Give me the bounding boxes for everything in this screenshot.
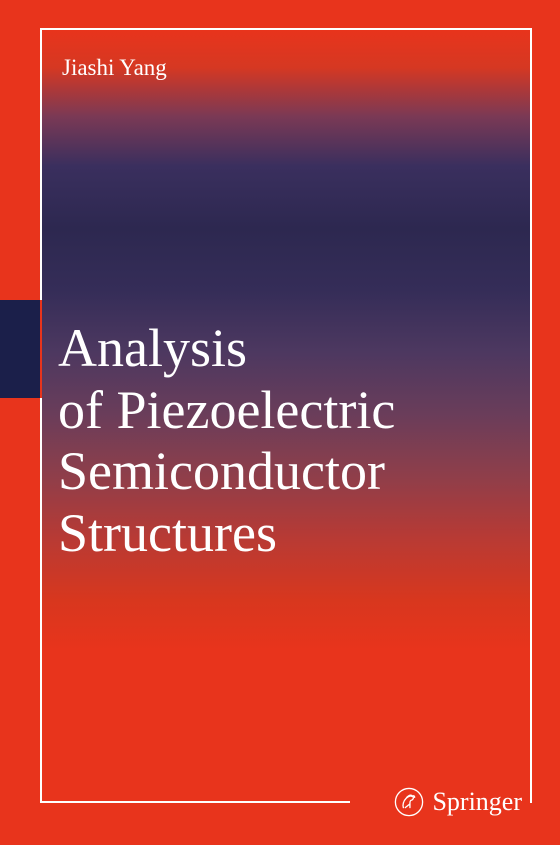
border-left-bottom xyxy=(40,398,42,803)
spine-tab xyxy=(0,300,40,398)
title-line-4: Structures xyxy=(58,503,520,565)
border-left-top xyxy=(40,28,42,300)
border-bottom-left xyxy=(40,801,350,803)
title-line-1: Analysis xyxy=(58,318,520,380)
publisher-block: Springer xyxy=(394,787,522,817)
author-name: Jiashi Yang xyxy=(62,55,167,81)
title-line-2: of Piezoelectric xyxy=(58,380,520,442)
book-title: Analysis of Piezoelectric Semiconductor … xyxy=(58,318,520,564)
springer-horse-icon xyxy=(394,787,424,817)
book-cover: Jiashi Yang Analysis of Piezoelectric Se… xyxy=(0,0,560,845)
publisher-name: Springer xyxy=(432,787,522,817)
title-line-3: Semiconductor xyxy=(58,441,520,503)
